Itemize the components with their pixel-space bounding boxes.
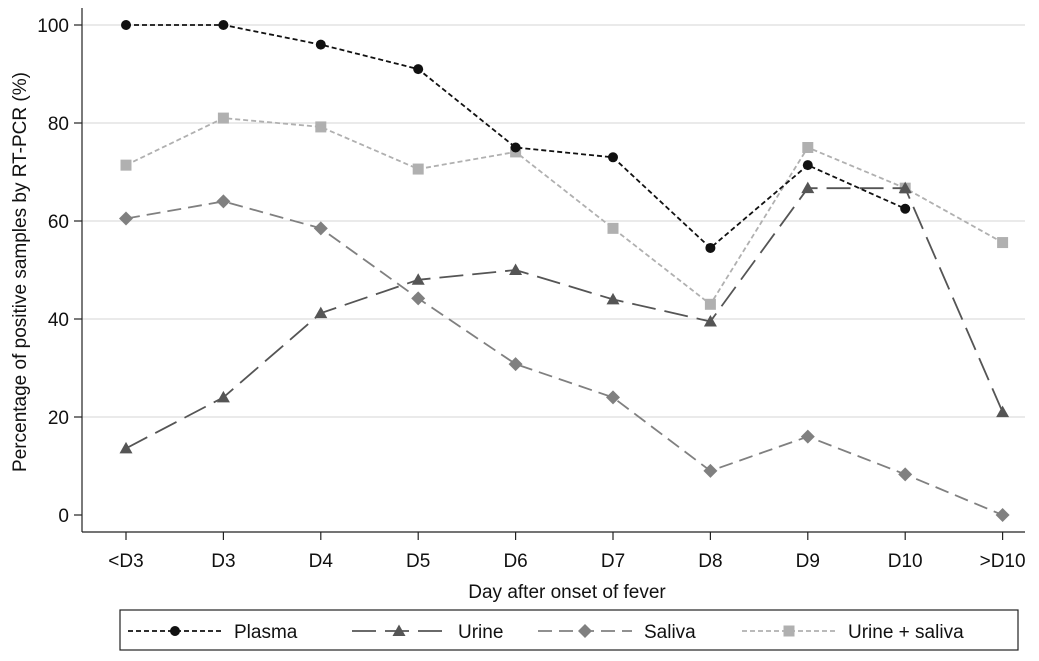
data-point bbox=[802, 160, 813, 171]
data-point bbox=[413, 64, 424, 75]
data-point bbox=[898, 181, 912, 194]
series-line bbox=[126, 24, 906, 250]
data-point bbox=[705, 242, 716, 253]
legend-label: Urine + saliva bbox=[848, 622, 964, 643]
data-point bbox=[995, 508, 1010, 522]
series-lines bbox=[119, 20, 1010, 522]
data-point bbox=[216, 194, 231, 209]
data-point bbox=[510, 142, 521, 153]
series-line bbox=[125, 117, 1004, 306]
axes: 0 20 40 60 80 100 <D3 D3 D4 D5 D6 D7 D8 D9 D10 >D10 bbox=[37, 8, 1026, 572]
x-tick-label: D4 bbox=[309, 551, 334, 572]
legend-marker bbox=[170, 626, 180, 636]
data-point bbox=[802, 142, 814, 153]
data-point bbox=[898, 467, 913, 482]
y-tick-label: 20 bbox=[48, 408, 69, 429]
data-point bbox=[411, 291, 426, 306]
data-point bbox=[412, 163, 424, 175]
data-point bbox=[508, 357, 523, 372]
y-axis-label: Percentage of positive samples by RT-PCR… bbox=[10, 72, 31, 472]
legend-entry: Urine + saliva bbox=[742, 622, 964, 643]
x-tick-label: D6 bbox=[503, 551, 527, 572]
data-point bbox=[217, 112, 229, 124]
legend-entry: Urine bbox=[352, 622, 503, 643]
data-point bbox=[801, 181, 815, 194]
x-tick-label: D10 bbox=[888, 551, 923, 572]
legend-label: Saliva bbox=[644, 622, 696, 643]
x-tick-label: D3 bbox=[211, 551, 235, 572]
legend-entry: Saliva bbox=[538, 622, 696, 643]
data-point bbox=[216, 390, 230, 403]
legend-marker bbox=[578, 624, 592, 638]
x-tick-label: >D10 bbox=[980, 551, 1026, 572]
gridlines bbox=[82, 24, 1025, 418]
data-point bbox=[997, 237, 1009, 249]
legend-box bbox=[119, 609, 1019, 651]
legend-marker bbox=[392, 624, 406, 636]
data-point bbox=[607, 222, 619, 234]
data-point bbox=[704, 298, 716, 310]
data-point bbox=[900, 203, 911, 214]
data-point bbox=[119, 441, 133, 454]
data-point bbox=[608, 152, 618, 163]
data-point bbox=[703, 463, 718, 478]
data-point bbox=[800, 429, 815, 444]
legend-entry: Plasma bbox=[128, 622, 298, 643]
y-tick-label: 40 bbox=[48, 310, 69, 331]
y-tick-label: 60 bbox=[48, 212, 69, 233]
data-point bbox=[411, 273, 425, 285]
y-tick-label: 0 bbox=[58, 506, 69, 527]
x-tick-label: <D3 bbox=[108, 551, 143, 572]
data-point bbox=[509, 263, 523, 275]
legend-label: Plasma bbox=[234, 622, 298, 643]
data-point bbox=[315, 121, 327, 133]
data-point bbox=[315, 39, 326, 50]
data-point bbox=[606, 390, 620, 405]
data-point bbox=[606, 292, 620, 305]
series-saliva bbox=[119, 194, 1010, 522]
x-axis-label: Day after onset of fever bbox=[468, 582, 666, 603]
data-point bbox=[218, 20, 229, 30]
series-line bbox=[125, 200, 1003, 516]
x-tick-label: D9 bbox=[796, 551, 820, 572]
data-point bbox=[996, 405, 1010, 418]
series-plasma bbox=[121, 20, 911, 253]
series-line bbox=[125, 187, 1004, 450]
x-tick-label: D5 bbox=[406, 551, 430, 572]
data-point bbox=[313, 221, 328, 236]
data-point bbox=[120, 159, 132, 171]
data-point bbox=[121, 20, 131, 30]
legend: Plasma Urine Saliva Urine + saliva bbox=[119, 609, 1019, 651]
data-point bbox=[314, 306, 328, 319]
y-tick-label: 80 bbox=[48, 114, 69, 135]
data-point bbox=[703, 314, 717, 327]
x-tick-label: D8 bbox=[698, 551, 722, 572]
series-urine bbox=[119, 181, 1010, 454]
legend-label: Urine bbox=[458, 622, 503, 643]
data-point bbox=[119, 211, 133, 226]
legend-marker bbox=[783, 625, 795, 637]
x-tick-label: D7 bbox=[601, 551, 625, 572]
y-tick-label: 100 bbox=[37, 16, 69, 37]
